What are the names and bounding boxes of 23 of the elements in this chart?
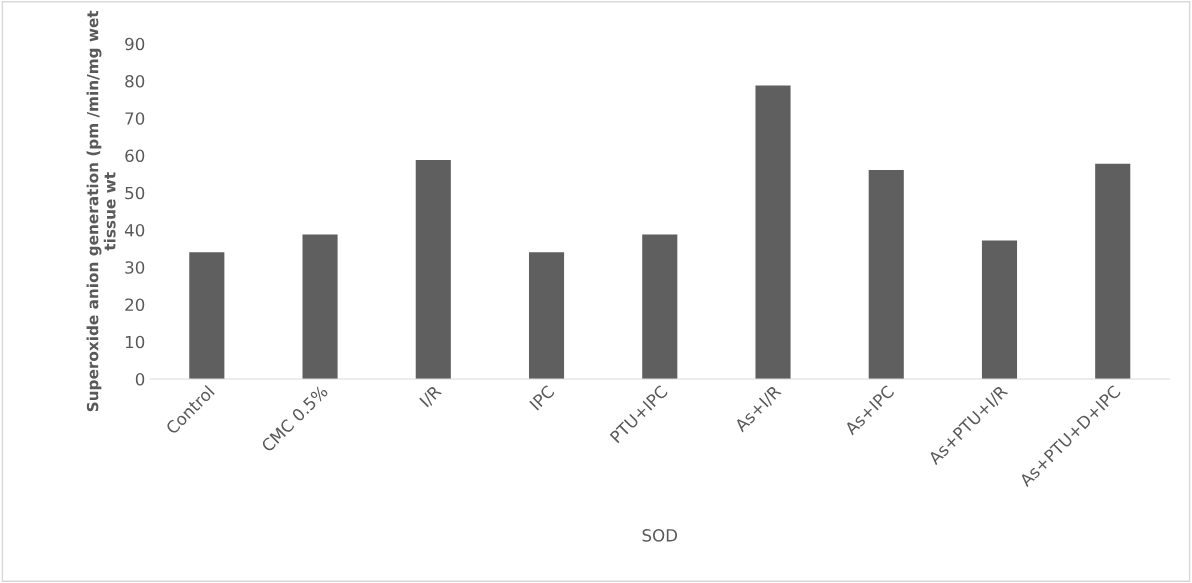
bar (1095, 163, 1131, 379)
bar (642, 234, 678, 379)
y-tick-label: 30 (125, 261, 145, 274)
bar (415, 159, 451, 379)
y-tick-label: 90 (125, 37, 145, 51)
y-tick-label: 50 (125, 186, 145, 200)
x-axis-title: SOD (642, 529, 678, 542)
y-tick-label: 70 (125, 112, 145, 125)
y-tick-label: 60 (125, 149, 145, 163)
y-tick-label: 10 (125, 335, 145, 349)
y-tick-label: 20 (125, 298, 145, 312)
y-tick-label: 80 (125, 74, 145, 88)
x-tick-label: IPC (529, 384, 556, 411)
y-tick-label: 40 (124, 223, 145, 237)
y-axis-title: Superoxide anion generation (pm /min/mg wet tissue wt (86, 10, 116, 412)
bar (528, 252, 565, 379)
bar (755, 85, 791, 379)
bar (981, 240, 1018, 379)
bar (189, 252, 225, 379)
bar (302, 234, 338, 379)
x-tick-label: I/R (419, 384, 443, 409)
bar (868, 169, 904, 379)
y-tick-label: 0 (135, 372, 145, 386)
